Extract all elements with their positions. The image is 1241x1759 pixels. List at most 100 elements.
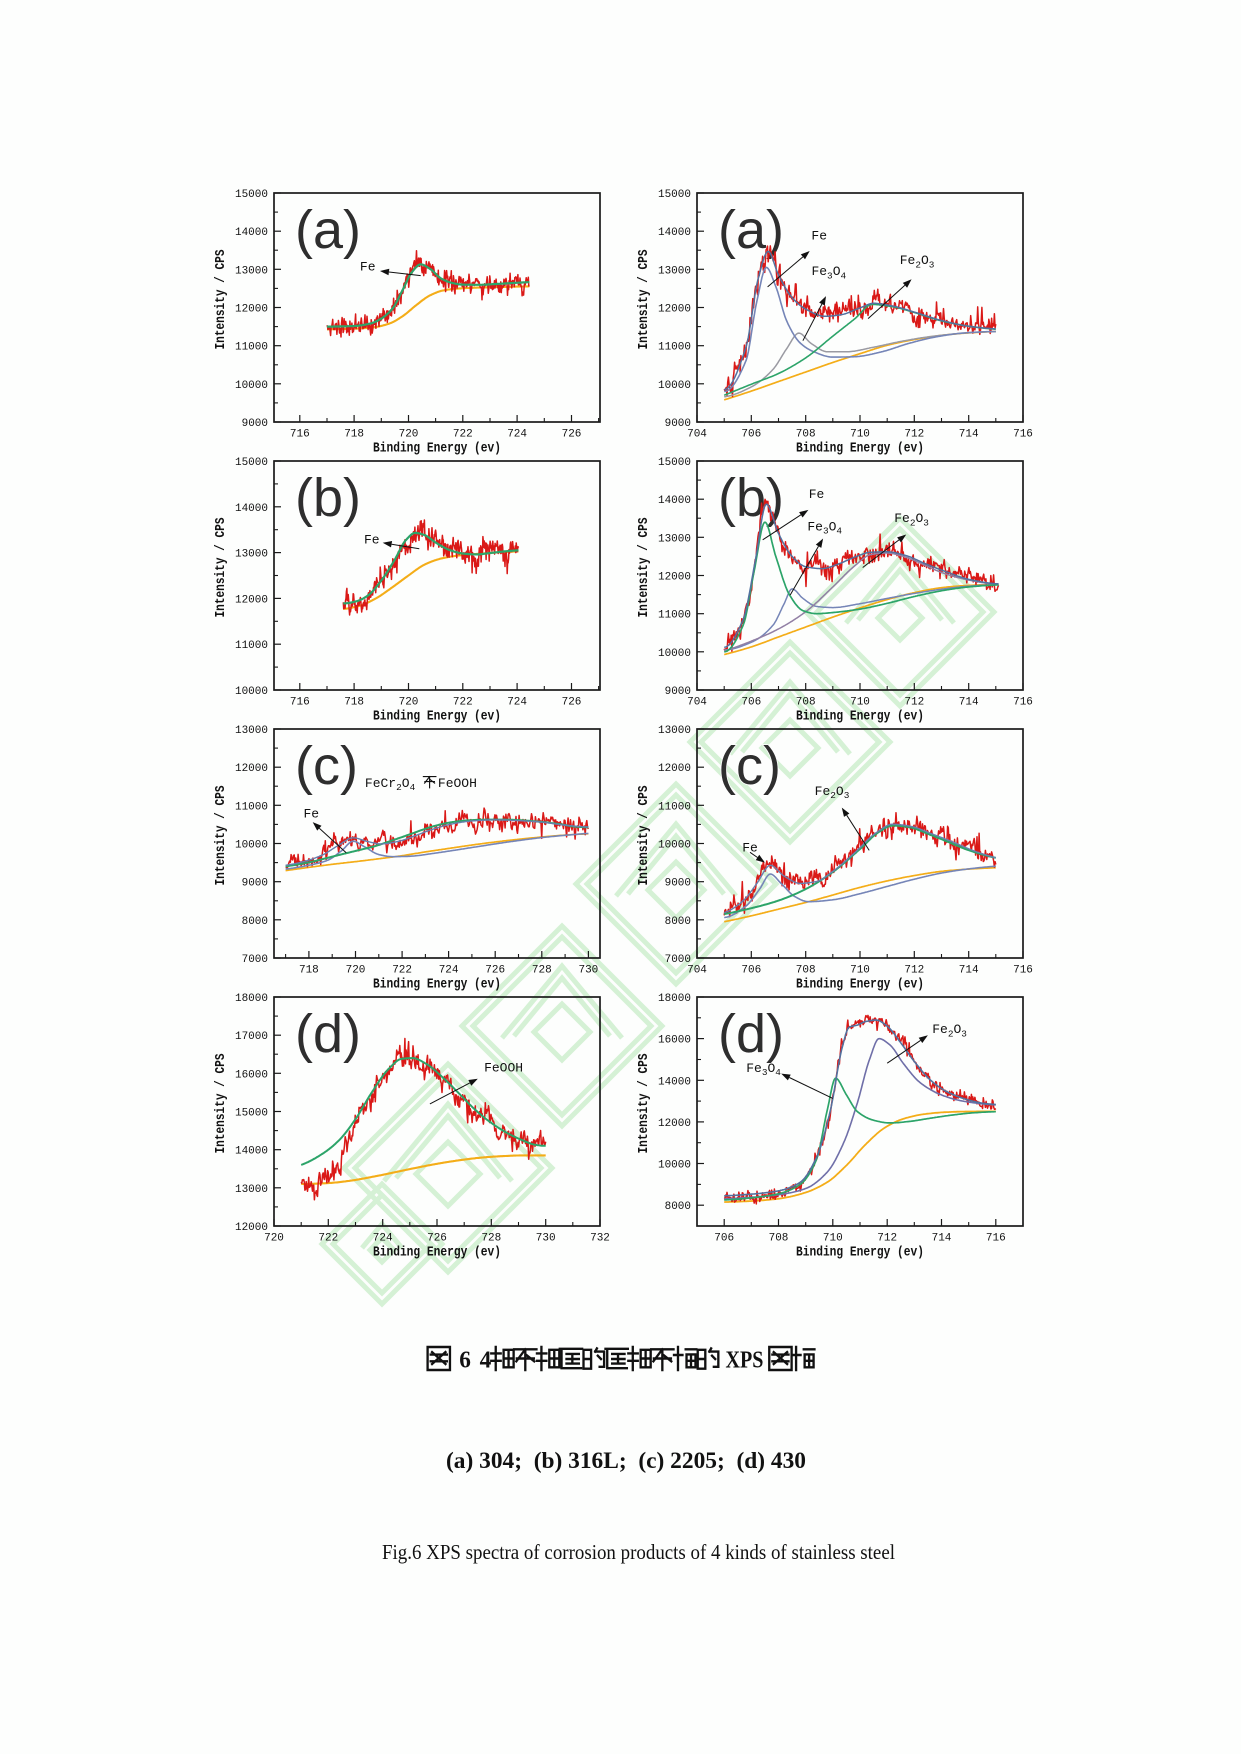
svg-text:Intensity / CPS: Intensity / CPS <box>637 250 652 350</box>
svg-text:10000: 10000 <box>235 380 268 392</box>
svg-text:Intensity / CPS: Intensity / CPS <box>214 786 229 886</box>
svg-text:10000: 10000 <box>658 380 691 392</box>
svg-text:13000: 13000 <box>235 265 268 277</box>
svg-text:12000: 12000 <box>658 1118 691 1130</box>
svg-text:Fe: Fe <box>303 807 319 822</box>
svg-text:13000: 13000 <box>235 549 268 561</box>
svg-text:9000: 9000 <box>242 878 268 890</box>
svg-text:12000: 12000 <box>235 304 268 316</box>
svg-text:Intensity / CPS: Intensity / CPS <box>637 518 652 618</box>
svg-text:14000: 14000 <box>235 503 268 515</box>
svg-text:714: 714 <box>959 965 979 977</box>
svg-text:730: 730 <box>578 965 598 977</box>
svg-text:12000: 12000 <box>235 1222 268 1234</box>
svg-text:710: 710 <box>850 429 870 441</box>
svg-text:10000: 10000 <box>235 840 268 852</box>
svg-text:718: 718 <box>344 429 364 441</box>
svg-text:Intensity / CPS: Intensity / CPS <box>214 250 229 350</box>
svg-text:(a) 304; (b) 316L; (c) 2205;: (a) 304; (b) 316L; (c) 2205; (d) 430 <box>446 1448 806 1473</box>
svg-text:15000: 15000 <box>658 457 691 469</box>
svg-text:706: 706 <box>741 429 761 441</box>
svg-text:726: 726 <box>427 1233 447 1245</box>
svg-text:12000: 12000 <box>658 304 691 316</box>
svg-text:13000: 13000 <box>658 725 691 737</box>
svg-text:9000: 9000 <box>665 418 691 430</box>
svg-text:11000: 11000 <box>235 342 268 354</box>
svg-text:9000: 9000 <box>665 878 691 890</box>
svg-text:18000: 18000 <box>235 993 268 1005</box>
svg-text:11000: 11000 <box>658 342 691 354</box>
svg-text:716: 716 <box>1013 429 1033 441</box>
svg-text:726: 726 <box>562 697 582 709</box>
svg-text:15000: 15000 <box>235 457 268 469</box>
svg-text:Fe3​O4​: Fe3​O4​ <box>811 264 846 281</box>
svg-text:12000: 12000 <box>658 763 691 775</box>
svg-text:14000: 14000 <box>658 227 691 239</box>
svg-text:Binding Energy (ev): Binding Energy (ev) <box>796 710 924 725</box>
svg-text:716: 716 <box>290 429 310 441</box>
svg-text:10000: 10000 <box>235 686 268 698</box>
svg-text:Fe2​O3​: Fe2​O3​ <box>894 511 929 528</box>
svg-text:7000: 7000 <box>242 954 268 966</box>
svg-text:Binding Energy (ev): Binding Energy (ev) <box>373 442 501 457</box>
svg-text:710: 710 <box>850 697 870 709</box>
svg-text:728: 728 <box>532 965 552 977</box>
svg-text:Binding Energy (ev): Binding Energy (ev) <box>796 442 924 457</box>
svg-text:(b): (b) <box>295 468 361 528</box>
svg-text:12000: 12000 <box>235 763 268 775</box>
svg-text:Fe3​O4​: Fe3​O4​ <box>746 1061 781 1078</box>
svg-text:726: 726 <box>562 429 582 441</box>
svg-text:14000: 14000 <box>658 1076 691 1088</box>
svg-text:Fe: Fe <box>360 260 376 275</box>
svg-text:712: 712 <box>904 965 924 977</box>
svg-text:708: 708 <box>796 697 816 709</box>
svg-text:730: 730 <box>536 1233 556 1245</box>
svg-text:708: 708 <box>769 1233 789 1245</box>
svg-text:718: 718 <box>344 697 364 709</box>
svg-text:XPS: XPS <box>726 1347 764 1373</box>
svg-text:710: 710 <box>823 1233 843 1245</box>
svg-text:712: 712 <box>877 1233 897 1245</box>
svg-text:4: 4 <box>480 1347 492 1373</box>
svg-text:710: 710 <box>850 965 870 977</box>
svg-text:14000: 14000 <box>235 1146 268 1158</box>
svg-text:9000: 9000 <box>665 686 691 698</box>
svg-text:11000: 11000 <box>235 640 268 652</box>
svg-text:8000: 8000 <box>242 916 268 928</box>
svg-text:714: 714 <box>959 697 979 709</box>
svg-text:726: 726 <box>485 965 505 977</box>
svg-text:Intensity / CPS: Intensity / CPS <box>214 1054 229 1154</box>
svg-text:Binding Energy (ev): Binding Energy (ev) <box>373 710 501 725</box>
svg-text:(c): (c) <box>295 736 358 796</box>
svg-text:8000: 8000 <box>665 1201 691 1213</box>
svg-text:720: 720 <box>399 429 419 441</box>
svg-text:704: 704 <box>687 429 707 441</box>
svg-text:14000: 14000 <box>235 227 268 239</box>
svg-text:Fig.6 XPS spectra of corrosion: Fig.6 XPS spectra of corrosion products … <box>382 1540 895 1564</box>
svg-text:708: 708 <box>796 965 816 977</box>
svg-text:(a): (a) <box>295 200 361 260</box>
svg-text:720: 720 <box>264 1233 284 1245</box>
svg-text:712: 712 <box>904 429 924 441</box>
svg-text:FeOOH: FeOOH <box>438 776 477 791</box>
svg-text:706: 706 <box>741 697 761 709</box>
svg-text:724: 724 <box>439 965 459 977</box>
svg-text:720: 720 <box>399 697 419 709</box>
svg-text:16000: 16000 <box>658 1035 691 1047</box>
svg-text:708: 708 <box>796 429 816 441</box>
svg-text:Fe: Fe <box>742 840 758 855</box>
svg-text:11000: 11000 <box>658 801 691 813</box>
svg-text:Intensity / CPS: Intensity / CPS <box>637 786 652 886</box>
svg-text:10000: 10000 <box>658 648 691 660</box>
svg-text:Fe2​O3​: Fe2​O3​ <box>932 1022 967 1039</box>
svg-text:(c): (c) <box>718 736 781 796</box>
svg-text:13000: 13000 <box>658 533 691 545</box>
svg-text:15000: 15000 <box>235 1108 268 1120</box>
svg-text:732: 732 <box>590 1233 610 1245</box>
svg-text:16000: 16000 <box>235 1069 268 1081</box>
svg-text:12000: 12000 <box>658 572 691 584</box>
svg-text:722: 722 <box>453 429 473 441</box>
svg-text:12000: 12000 <box>235 594 268 606</box>
svg-text:10000: 10000 <box>658 1160 691 1172</box>
svg-text:15000: 15000 <box>235 189 268 201</box>
